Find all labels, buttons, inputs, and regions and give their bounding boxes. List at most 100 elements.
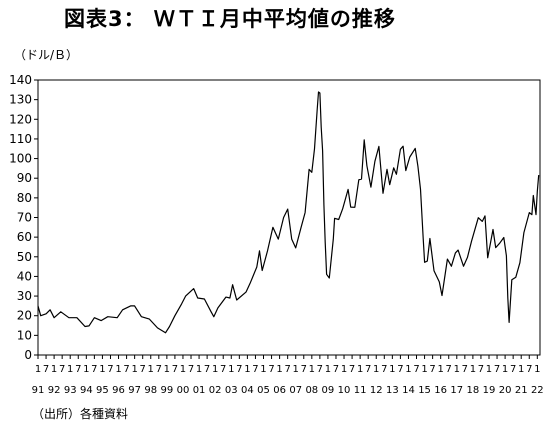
x-month-tick-label: 1 bbox=[276, 364, 282, 375]
x-year-tick-label: 92 bbox=[48, 385, 61, 396]
x-month-tick-label: 7 bbox=[317, 364, 323, 375]
x-month-tick-label: 7 bbox=[172, 364, 178, 375]
x-month-tick-label: 7 bbox=[220, 364, 226, 375]
wti-price-line bbox=[37, 91, 540, 334]
x-month-tick-label: 7 bbox=[365, 364, 371, 375]
x-year-tick-label: 99 bbox=[160, 385, 173, 396]
x-year-tick-label: 15 bbox=[418, 385, 431, 396]
x-year-tick-label: 13 bbox=[386, 385, 399, 396]
x-month-tick-label: 1 bbox=[180, 364, 186, 375]
x-month-tick-label: 1 bbox=[83, 364, 89, 375]
x-month-tick-label: 7 bbox=[301, 364, 307, 375]
x-year-tick-label: 00 bbox=[177, 385, 190, 396]
x-month-tick-label: 1 bbox=[357, 364, 363, 375]
chart-title: 図表3： ＷＴＩ月中平均値の推移 bbox=[64, 7, 396, 31]
x-year-tick-label: 21 bbox=[515, 385, 528, 396]
y-tick-label: 70 bbox=[17, 211, 32, 225]
x-year-tick-label: 96 bbox=[112, 385, 125, 396]
x-month-tick-label: 7 bbox=[349, 364, 355, 375]
y-tick-label: 80 bbox=[17, 191, 32, 205]
y-tick-label: 130 bbox=[9, 93, 32, 107]
x-month-tick-label: 1 bbox=[35, 364, 41, 375]
x-month-tick-label: 1 bbox=[518, 364, 524, 375]
x-month-tick-label: 7 bbox=[381, 364, 387, 375]
x-month-tick-label: 1 bbox=[470, 364, 476, 375]
x-month-tick-label: 1 bbox=[341, 364, 347, 375]
x-year-tick-label: 20 bbox=[499, 385, 512, 396]
x-month-tick-label: 1 bbox=[325, 364, 331, 375]
x-month-tick-label: 7 bbox=[59, 364, 65, 375]
y-tick-label: 20 bbox=[17, 309, 32, 323]
x-month-tick-label: 1 bbox=[405, 364, 411, 375]
y-tick-label: 110 bbox=[9, 132, 32, 146]
x-month-tick-label: 7 bbox=[75, 364, 81, 375]
y-tick-label: 0 bbox=[24, 348, 32, 362]
x-month-tick-label: 7 bbox=[236, 364, 242, 375]
x-month-tick-label: 1 bbox=[99, 364, 105, 375]
x-month-tick-label: 7 bbox=[188, 364, 194, 375]
y-axis-unit-label: （ドル/Ｂ） bbox=[14, 48, 79, 62]
source-note: （出所）各種資料 bbox=[32, 407, 129, 421]
x-year-tick-label: 98 bbox=[144, 385, 157, 396]
x-year-tick-label: 08 bbox=[305, 385, 318, 396]
y-tick-label: 140 bbox=[9, 73, 32, 87]
x-year-tick-label: 16 bbox=[434, 385, 447, 396]
x-year-tick-label: 19 bbox=[483, 385, 496, 396]
x-month-tick-label: 1 bbox=[293, 364, 299, 375]
x-year-tick-label: 01 bbox=[193, 385, 206, 396]
x-month-tick-label: 7 bbox=[156, 364, 162, 375]
x-year-tick-label: 05 bbox=[257, 385, 270, 396]
x-month-tick-label: 1 bbox=[421, 364, 427, 375]
x-month-tick-label: 7 bbox=[413, 364, 419, 375]
x-month-tick-label: 1 bbox=[373, 364, 379, 375]
x-month-tick-label: 1 bbox=[260, 364, 266, 375]
x-year-tick-label: 09 bbox=[322, 385, 335, 396]
x-year-tick-label: 07 bbox=[289, 385, 302, 396]
x-month-tick-label: 7 bbox=[333, 364, 339, 375]
x-month-tick-label: 7 bbox=[397, 364, 403, 375]
x-month-tick-label: 7 bbox=[284, 364, 290, 375]
x-month-tick-label: 1 bbox=[502, 364, 508, 375]
x-month-tick-label: 1 bbox=[244, 364, 250, 375]
x-month-tick-label: 1 bbox=[51, 364, 57, 375]
x-month-tick-label: 7 bbox=[123, 364, 129, 375]
x-year-tick-label: 06 bbox=[273, 385, 286, 396]
y-tick-label: 10 bbox=[17, 328, 32, 342]
x-month-tick-label: 7 bbox=[268, 364, 274, 375]
x-month-tick-label: 1 bbox=[212, 364, 218, 375]
y-tick-label: 30 bbox=[17, 289, 32, 303]
x-month-tick-label: 7 bbox=[494, 364, 500, 375]
x-month-tick-label: 7 bbox=[478, 364, 484, 375]
x-year-tick-label: 18 bbox=[467, 385, 480, 396]
x-month-tick-label: 1 bbox=[389, 364, 395, 375]
x-year-tick-label: 93 bbox=[64, 385, 77, 396]
x-year-tick-label: 04 bbox=[241, 385, 254, 396]
x-month-tick-label: 7 bbox=[140, 364, 146, 375]
x-month-tick-label: 1 bbox=[115, 364, 121, 375]
x-month-tick-label: 1 bbox=[454, 364, 460, 375]
x-year-tick-label: 95 bbox=[96, 385, 109, 396]
y-tick-label: 100 bbox=[9, 152, 32, 166]
x-month-tick-label: 7 bbox=[510, 364, 516, 375]
x-month-tick-label: 7 bbox=[43, 364, 49, 375]
x-month-tick-label: 7 bbox=[462, 364, 468, 375]
x-year-tick-label: 14 bbox=[402, 385, 415, 396]
x-month-tick-label: 1 bbox=[131, 364, 137, 375]
x-month-tick-label: 7 bbox=[446, 364, 452, 375]
x-year-tick-label: 12 bbox=[370, 385, 383, 396]
y-tick-label: 90 bbox=[17, 171, 32, 185]
y-tick-label: 120 bbox=[9, 112, 32, 126]
x-month-tick-label: 7 bbox=[107, 364, 113, 375]
x-year-tick-label: 03 bbox=[225, 385, 238, 396]
x-month-tick-label: 1 bbox=[534, 364, 540, 375]
x-year-tick-label: 91 bbox=[32, 385, 45, 396]
x-month-tick-label: 1 bbox=[228, 364, 234, 375]
y-tick-label: 50 bbox=[17, 250, 32, 264]
x-month-tick-label: 1 bbox=[437, 364, 443, 375]
x-month-tick-label: 7 bbox=[252, 364, 258, 375]
y-tick-label: 40 bbox=[17, 269, 32, 283]
x-year-tick-label: 10 bbox=[338, 385, 351, 396]
x-month-tick-label: 1 bbox=[148, 364, 154, 375]
x-year-tick-label: 22 bbox=[531, 385, 544, 396]
